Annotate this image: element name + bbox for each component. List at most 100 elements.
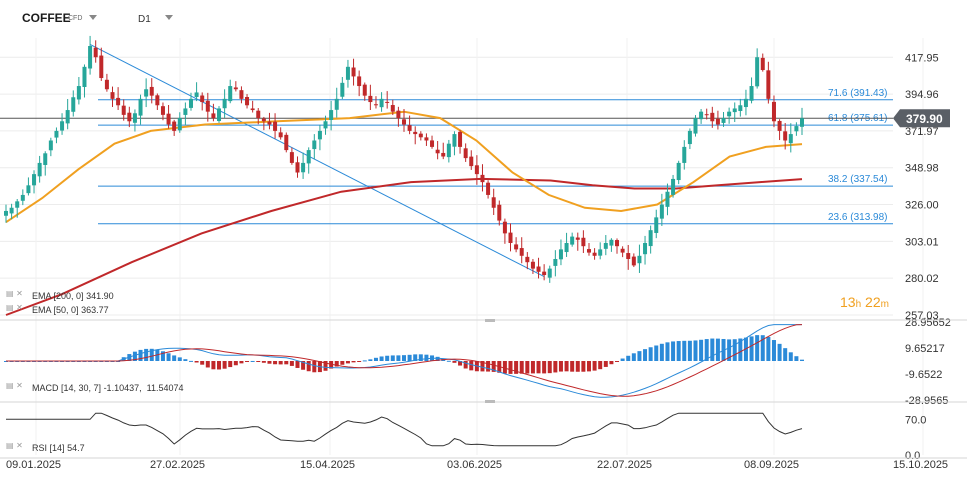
candle-body xyxy=(390,105,395,112)
macd-histogram-bar xyxy=(480,361,485,372)
indicator-settings-icon[interactable]: ▤ ✕ xyxy=(6,303,23,312)
candle-body xyxy=(93,47,98,58)
macd-histogram-bar xyxy=(194,361,199,363)
rsi-line xyxy=(6,412,803,447)
candle-body xyxy=(278,132,283,138)
candle-body xyxy=(228,86,233,102)
candle-body xyxy=(379,98,384,108)
trendline xyxy=(89,43,545,278)
candle-countdown: 13h 22m xyxy=(840,294,889,310)
candle-body xyxy=(183,108,188,115)
candle-body xyxy=(121,105,126,115)
y-tick-label: 326.00 xyxy=(905,200,939,212)
macd-histogram-bar xyxy=(643,349,648,362)
symbol-name[interactable]: COFFEE xyxy=(22,11,71,25)
macd-histogram-bar xyxy=(217,361,222,370)
candle-body xyxy=(306,150,311,164)
macd-histogram-bar xyxy=(418,354,423,361)
x-tick-label: 22.07.2025 xyxy=(597,459,652,471)
candle-body xyxy=(743,98,748,108)
rsi-label: RSI [14] 54.7 xyxy=(32,443,85,453)
candle-body xyxy=(603,242,608,249)
candle-body xyxy=(4,210,8,216)
candle-body xyxy=(502,221,507,234)
macd-histogram-bar xyxy=(586,361,591,372)
candle-body xyxy=(345,66,350,80)
candle-body xyxy=(631,256,636,266)
macd-histogram-bar xyxy=(284,361,289,365)
candle-body xyxy=(205,100,210,112)
macd-histogram-bar xyxy=(340,361,345,365)
macd-histogram-bar xyxy=(682,340,687,361)
candle-body xyxy=(547,268,552,278)
macd-histogram-bar xyxy=(704,339,709,361)
candle-body xyxy=(110,92,115,99)
candles xyxy=(4,35,804,283)
candle-body xyxy=(424,137,429,141)
candle-body xyxy=(284,134,289,151)
macd-histogram-bar xyxy=(508,361,513,374)
candle-body xyxy=(732,108,737,113)
candle-body xyxy=(800,118,804,127)
macd-histogram-bar xyxy=(558,361,563,372)
candle-body xyxy=(329,110,334,120)
macd-histogram-bar xyxy=(379,356,384,362)
candle-body xyxy=(659,204,664,219)
macd-histogram-bar xyxy=(301,361,306,370)
candle-body xyxy=(435,149,440,154)
macd-histogram-bar xyxy=(486,361,491,372)
timeframe-dropdown-icon[interactable] xyxy=(165,15,173,20)
macd-histogram-bar xyxy=(239,361,244,364)
candle-body xyxy=(351,67,356,77)
macd-histogram-bar xyxy=(256,361,261,362)
candle-body xyxy=(116,97,121,106)
candle-body xyxy=(99,55,104,79)
indicator-settings-icon[interactable]: ▤ ✕ xyxy=(6,441,23,450)
candle-body xyxy=(261,118,266,122)
candle-body xyxy=(430,140,435,147)
candle-body xyxy=(200,95,205,103)
macd-label: MACD [14, 30, 7] -1.10437, 11.54074 xyxy=(32,383,184,393)
candle-body xyxy=(586,249,591,253)
macd-histogram-bar xyxy=(469,361,474,371)
macd-histogram-bar xyxy=(715,338,720,362)
macd-tick-label: -28.9565 xyxy=(905,395,948,407)
candle-body xyxy=(317,130,322,140)
macd-histogram-bar xyxy=(777,343,782,361)
macd-histogram-bar xyxy=(794,356,799,362)
macd-histogram-bar xyxy=(172,355,177,362)
indicator-settings-icon[interactable]: ▤ ✕ xyxy=(6,289,23,298)
candle-body xyxy=(233,87,238,90)
candle-body xyxy=(525,256,530,263)
candle-body xyxy=(620,248,625,253)
macd-histogram-bar xyxy=(306,361,311,372)
timeframe-label[interactable]: D1 xyxy=(138,14,151,25)
fib-level-label: 38.2 (337.54) xyxy=(828,174,888,185)
candle-body xyxy=(665,191,670,207)
macd-histogram-bar xyxy=(458,361,463,366)
candle-body xyxy=(570,236,575,245)
candle-body xyxy=(301,162,306,173)
candle-body xyxy=(519,248,524,256)
indicator-settings-icon[interactable]: ▤ ✕ xyxy=(6,381,23,390)
fib-level-label: 23.6 (313.98) xyxy=(828,212,888,223)
candle-body xyxy=(65,110,70,124)
candle-body xyxy=(9,207,14,214)
macd-histogram-bar xyxy=(273,361,278,365)
macd-histogram-bar xyxy=(514,361,519,374)
macd-histogram-bar xyxy=(800,359,804,361)
macd-histogram-bar xyxy=(228,361,233,368)
symbol-dropdown-icon[interactable] xyxy=(89,15,97,20)
candle-body xyxy=(710,112,715,122)
macd-histogram-bar xyxy=(402,355,406,361)
candle-body xyxy=(155,95,160,106)
candle-body xyxy=(592,252,597,256)
macd-histogram-bar xyxy=(615,361,620,362)
candle-body xyxy=(188,98,193,108)
macd-tick-label: 9.65217 xyxy=(905,343,945,355)
candle-body xyxy=(222,98,227,109)
panel-resize-handle xyxy=(485,319,495,322)
candle-body xyxy=(60,121,65,131)
